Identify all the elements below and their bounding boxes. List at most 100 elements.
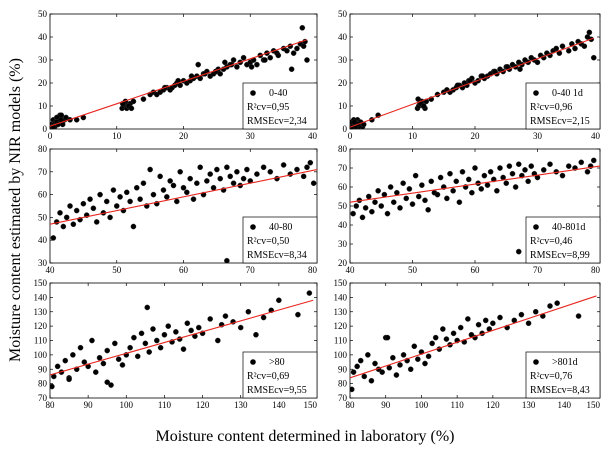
data-point xyxy=(131,334,137,341)
data-point xyxy=(584,168,591,175)
y-tick-label: 70 xyxy=(38,167,48,177)
legend-rmse: RMSEcv=8,99 xyxy=(530,250,590,261)
data-point xyxy=(307,159,314,166)
data-point xyxy=(512,184,519,190)
data-point xyxy=(142,340,149,347)
data-point xyxy=(210,184,217,191)
data-point xyxy=(50,235,57,241)
data-point xyxy=(384,334,391,341)
data-point xyxy=(119,362,126,368)
data-point xyxy=(123,189,130,196)
y-tick-label: 50 xyxy=(38,9,48,19)
data-point xyxy=(547,303,553,309)
data-point xyxy=(170,182,177,189)
data-point xyxy=(113,203,120,209)
y-tick-label: 10 xyxy=(38,101,48,111)
data-point xyxy=(525,320,532,327)
y-tick-label: 90 xyxy=(38,364,48,374)
legend-r2: R²cv=0,50 xyxy=(247,236,289,247)
legend-label: 40-80 xyxy=(269,222,292,233)
data-point xyxy=(140,180,147,186)
data-point xyxy=(354,363,360,370)
data-point xyxy=(81,359,88,365)
y-tick-label: 80 xyxy=(38,144,48,154)
fit-line xyxy=(50,299,314,376)
y-tick-label: 0 xyxy=(43,124,48,134)
data-point xyxy=(350,210,356,217)
legend-rmse: RMSEcv=2,34 xyxy=(247,116,307,127)
data-point xyxy=(108,382,114,388)
data-point xyxy=(204,178,210,184)
data-point xyxy=(459,168,466,175)
data-point xyxy=(361,373,368,380)
data-point xyxy=(554,300,560,306)
data-point xyxy=(590,54,597,61)
data-point xyxy=(117,194,123,200)
data-point xyxy=(70,221,77,228)
x-tick-label: 40 xyxy=(346,265,356,275)
data-point xyxy=(534,59,541,66)
data-point xyxy=(128,105,135,112)
x-tick-label: 40 xyxy=(308,131,318,141)
data-point xyxy=(522,167,528,173)
data-point xyxy=(157,173,163,180)
data-point xyxy=(140,96,147,102)
panel-middle-left: 40 50 60 70 8030405060708040-80R²cv=0,50RMSE… xyxy=(38,144,318,275)
x-tick-label: 150 xyxy=(587,400,601,410)
panel-data xyxy=(50,159,317,263)
y-tick-label: 140 xyxy=(334,292,348,302)
y-tick-label: 130 xyxy=(34,307,48,317)
data-point xyxy=(294,45,300,52)
data-point xyxy=(578,159,585,166)
data-point xyxy=(254,61,260,68)
y-tick-label: 20 xyxy=(38,78,48,88)
data-point xyxy=(503,180,510,186)
data-point xyxy=(112,340,118,347)
data-point xyxy=(195,61,201,68)
data-point xyxy=(368,377,375,384)
y-tick-label: 70 xyxy=(338,163,348,173)
data-point xyxy=(230,57,237,63)
data-point xyxy=(234,168,240,175)
x-tick-label: 50 xyxy=(112,265,122,275)
y-tick-label: 120 xyxy=(34,321,48,331)
legend: 40-80 R²cv=0,50 RMSEcv=8,34 xyxy=(242,216,318,264)
data-point xyxy=(393,372,400,378)
data-point xyxy=(70,352,76,358)
y-tick-label: 40 xyxy=(38,32,48,42)
data-point xyxy=(300,43,307,50)
data-point xyxy=(390,354,396,361)
data-point xyxy=(540,167,547,173)
data-point xyxy=(150,191,157,198)
data-point xyxy=(57,210,63,216)
data-point xyxy=(450,187,456,194)
legend-box xyxy=(242,82,318,130)
data-point xyxy=(532,308,539,315)
legend-marker xyxy=(250,359,256,365)
data-point xyxy=(400,180,406,186)
data-point xyxy=(240,54,247,61)
data-point xyxy=(54,363,61,370)
data-point xyxy=(197,164,203,171)
data-point xyxy=(217,71,224,77)
panel-bottom-right: 80 90 100 110 120 130 140 150708090100110120130… xyxy=(334,278,601,410)
data-point xyxy=(160,187,167,193)
data-point xyxy=(104,347,111,354)
data-point xyxy=(299,24,306,31)
x-tick-label: 130 xyxy=(234,400,248,410)
y-tick-label: 150 xyxy=(334,278,348,288)
data-point xyxy=(207,171,213,177)
x-tick-label: 30 xyxy=(533,131,543,141)
legend-r2: R²cv=0,96 xyxy=(530,102,572,113)
data-point xyxy=(275,52,282,59)
x-tick-label: 20 xyxy=(471,131,481,141)
data-point xyxy=(497,314,503,321)
data-point xyxy=(147,166,153,173)
x-tick-label: 10 xyxy=(408,131,418,141)
data-point xyxy=(437,174,444,181)
data-point xyxy=(412,172,419,179)
y-tick-label: 50 xyxy=(38,212,48,222)
data-point xyxy=(482,317,489,324)
data-point xyxy=(353,203,360,209)
